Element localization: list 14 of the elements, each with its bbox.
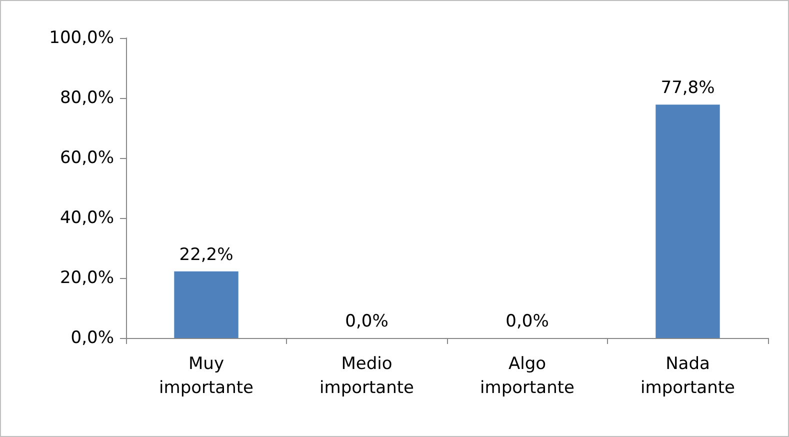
data-label: 77,8% (660, 78, 715, 98)
y-tick-label: 80,0% (60, 88, 114, 108)
x-tick-label: Algo importante (480, 354, 574, 398)
data-label: 22,2% (179, 244, 234, 265)
data-label: 0,0% (506, 312, 549, 332)
y-tick-label: 20,0% (60, 268, 114, 288)
y-tick-label: 0,0% (70, 328, 114, 348)
y-tick-label: 100,0% (49, 28, 114, 48)
data-label: 0,0% (345, 312, 388, 332)
x-tick-label: Medio importante (320, 354, 414, 398)
x-tick-label: Nada importante (640, 354, 735, 398)
y-tick-label: 60,0% (60, 148, 114, 168)
y-tick-label: 40,0% (60, 208, 114, 228)
x-tick-label: Muy importante (159, 354, 254, 398)
